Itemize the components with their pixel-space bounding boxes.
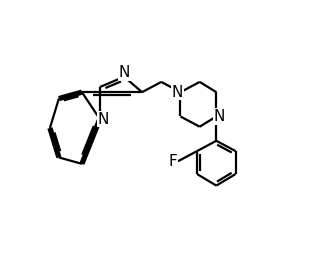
- Text: F: F: [169, 154, 178, 169]
- Text: N: N: [98, 112, 109, 126]
- Text: N: N: [172, 85, 183, 100]
- Text: N: N: [214, 109, 225, 124]
- Text: N: N: [118, 66, 130, 80]
